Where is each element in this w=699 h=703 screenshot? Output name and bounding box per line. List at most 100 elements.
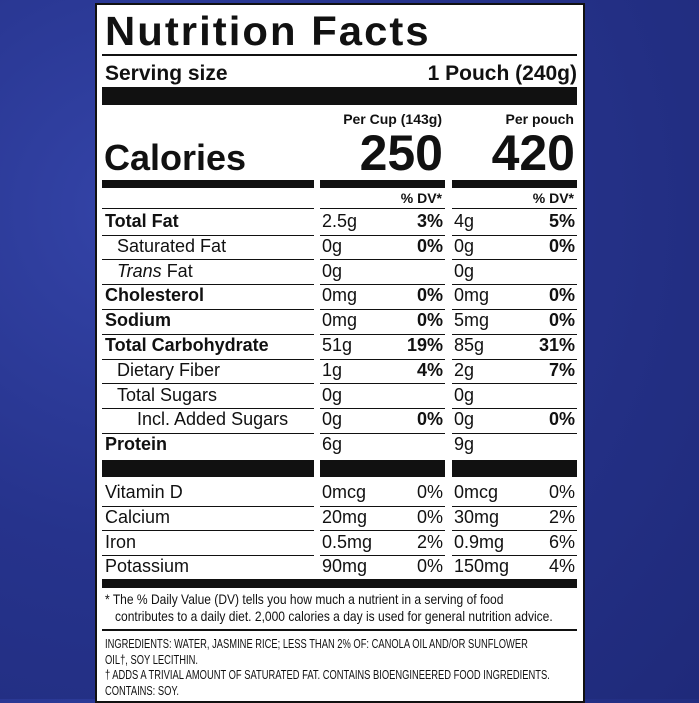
vitamin-name: Calcium <box>105 506 171 527</box>
rule <box>452 208 577 209</box>
nutrient-name: Total Carbohydrate <box>105 335 269 355</box>
footnote: * The % Daily Value (DV) tells you how m… <box>105 591 504 607</box>
rule <box>452 180 577 188</box>
amount: 0g <box>454 409 475 430</box>
daily-value: 0% <box>416 285 443 306</box>
rule <box>320 208 445 209</box>
rule <box>320 530 445 532</box>
rule <box>452 358 577 360</box>
vitamin-name: Potassium <box>105 556 190 577</box>
daily-value: 0% <box>548 310 575 331</box>
amount: 51g <box>322 335 353 355</box>
rule <box>102 208 314 209</box>
daily-value: 0% <box>416 409 443 430</box>
rule <box>320 333 445 335</box>
rule <box>320 505 445 507</box>
rule <box>102 629 577 631</box>
amount: 9g <box>454 434 475 455</box>
amount: 0g <box>322 409 343 430</box>
amount: 4g <box>454 211 475 231</box>
rule <box>102 408 314 410</box>
amount: 1g <box>322 359 343 380</box>
daily-value: 7% <box>548 359 575 380</box>
footnote: contributes to a daily diet. 2,000 calor… <box>115 608 553 624</box>
daily-value: 4% <box>548 556 575 577</box>
rule <box>452 259 577 261</box>
amount: 150mg <box>454 556 510 577</box>
amount: 0mcg <box>322 482 367 502</box>
nutrient-name: Trans <box>117 260 162 281</box>
daily-value: 2% <box>548 506 575 527</box>
amount: 0g <box>454 260 475 281</box>
daily-value: 5% <box>548 211 575 231</box>
rule <box>102 383 314 385</box>
serving-label: Serving size <box>105 62 228 85</box>
dv-header: % DV* <box>532 190 574 206</box>
calories-value: 420 <box>491 125 575 181</box>
amount: 0mg <box>454 285 490 306</box>
ingredients: CONTAINS: SOY. <box>105 682 180 698</box>
nutrient-name: Protein <box>105 434 168 455</box>
amount: 90mg <box>322 556 368 577</box>
daily-value: 31% <box>538 335 575 355</box>
daily-value: 19% <box>406 335 443 355</box>
nutrient-name: Saturated Fat <box>117 235 227 256</box>
amount: 0mg <box>322 285 358 306</box>
rule <box>320 383 445 385</box>
rule <box>102 460 314 477</box>
daily-value: 0% <box>548 235 575 256</box>
rule <box>320 432 445 434</box>
ingredients: OIL†, SOY LECITHIN. <box>105 651 198 667</box>
title: Nutrition Facts <box>105 8 431 54</box>
ingredients: INGREDIENTS: WATER, JASMINE RICE; LESS T… <box>105 636 528 651</box>
nutrient-name: Total Sugars <box>117 384 218 405</box>
rule <box>452 383 577 385</box>
amount: 2.5g <box>322 211 358 231</box>
rule <box>452 408 577 410</box>
amount: 0g <box>322 260 343 281</box>
rule <box>320 460 445 477</box>
daily-value: 2% <box>416 531 443 552</box>
daily-value: 0% <box>416 506 443 527</box>
daily-value: 0% <box>548 285 575 306</box>
nutrient-name: Sodium <box>105 310 171 331</box>
amount: 85g <box>454 335 485 355</box>
rule <box>452 460 577 477</box>
amount: 0.9mg <box>454 531 505 552</box>
rule <box>102 358 314 360</box>
rule <box>452 234 577 236</box>
daily-value: 0% <box>416 482 443 502</box>
amount: 20mg <box>322 506 368 527</box>
rule <box>102 87 577 105</box>
nutrient-name: Fat <box>166 260 193 281</box>
rule <box>314 105 320 465</box>
rule <box>102 579 577 588</box>
rule <box>452 333 577 335</box>
rule <box>320 408 445 410</box>
amount: 0.5mg <box>322 531 373 552</box>
nutrition-label: Nutrition Facts Serving size 1 Pouch (240g… <box>95 3 585 703</box>
rule <box>452 555 577 557</box>
amount: 0mcg <box>454 482 499 502</box>
amount: 0mg <box>322 310 358 331</box>
rule <box>320 234 445 236</box>
rule <box>320 259 445 261</box>
rule <box>102 180 314 188</box>
rule <box>452 308 577 310</box>
rule <box>102 308 314 310</box>
amount: 5mg <box>454 310 490 331</box>
rule <box>102 284 314 286</box>
serving-value: 1 Pouch (240g) <box>427 62 577 85</box>
rule <box>102 505 314 507</box>
daily-value: 6% <box>548 531 575 552</box>
nutrient-name: Cholesterol <box>105 285 205 306</box>
daily-value: 0% <box>416 556 443 577</box>
rule <box>320 358 445 360</box>
daily-value: 0% <box>548 482 575 502</box>
column-header: Per pouch <box>505 111 574 127</box>
rule <box>102 234 314 236</box>
amount: 6g <box>322 434 343 455</box>
rule <box>445 105 452 465</box>
rule <box>102 530 314 532</box>
